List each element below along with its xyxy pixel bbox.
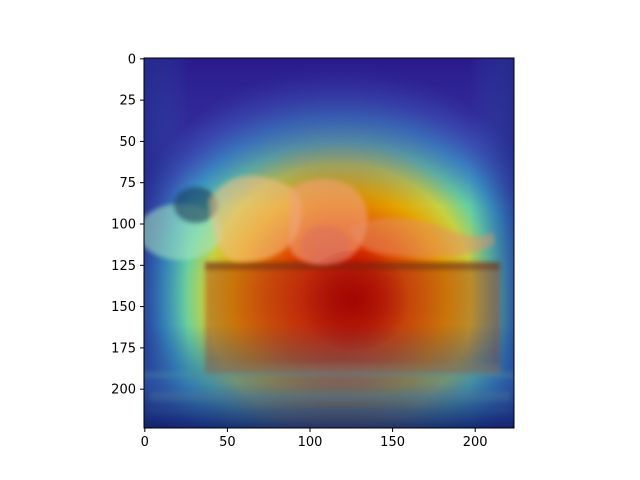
heatmap-bottom-fade	[144, 58, 514, 428]
x-tick-label: 200	[463, 435, 488, 450]
plot-area	[144, 58, 514, 428]
x-tick-label: 0	[141, 435, 149, 450]
y-tick-label: 25	[119, 94, 136, 109]
x-tick-label: 100	[298, 435, 323, 450]
plot-frame	[143, 57, 515, 429]
y-tick-label: 50	[119, 135, 136, 150]
y-tick-label: 150	[111, 300, 136, 315]
y-axis: 0 25 50 75 100 125 150 175 200	[111, 52, 144, 398]
y-tick-label: 125	[111, 259, 136, 274]
x-tick-label: 150	[380, 435, 405, 450]
x-axis: 0 50 100 150 200	[141, 428, 488, 450]
x-tick-label: 50	[219, 435, 236, 450]
y-tick-label: 0	[128, 52, 136, 67]
y-tick-label: 100	[111, 218, 136, 233]
y-tick-label: 200	[111, 383, 136, 398]
y-tick-label: 175	[111, 341, 136, 356]
y-tick-label: 75	[119, 176, 136, 191]
